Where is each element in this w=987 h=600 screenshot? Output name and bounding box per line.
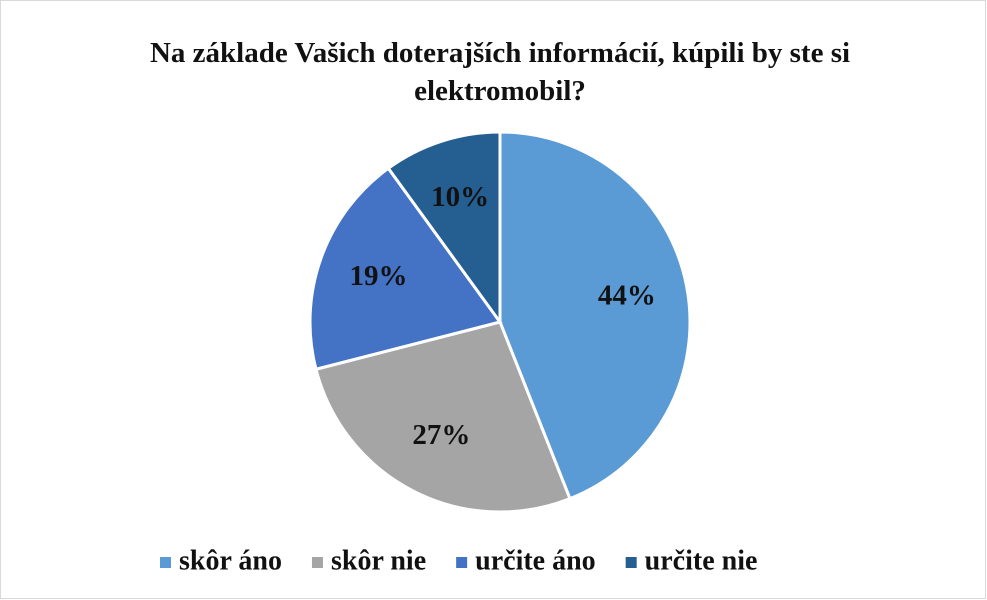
chart-title: Na základe Vašich doterajších informácií… [149, 37, 851, 107]
legend-label: určite nie [645, 545, 758, 576]
legend-swatch [160, 557, 171, 568]
data-label: 10% [431, 181, 489, 213]
legend-swatch [456, 557, 468, 568]
legend-label: skôr nie [331, 545, 426, 576]
data-label: 44% [598, 279, 656, 311]
pie-slice [314, 320, 572, 514]
legend-swatch [625, 557, 637, 568]
legend-label: skôr áno [179, 545, 282, 576]
legend-label: určite áno [475, 545, 596, 576]
data-label: 19% [349, 260, 407, 292]
pie-slice [308, 166, 503, 372]
pie-slice [498, 130, 692, 501]
legend-swatch [311, 557, 323, 568]
data-label: 27% [412, 419, 470, 451]
pie-slice [386, 130, 502, 327]
